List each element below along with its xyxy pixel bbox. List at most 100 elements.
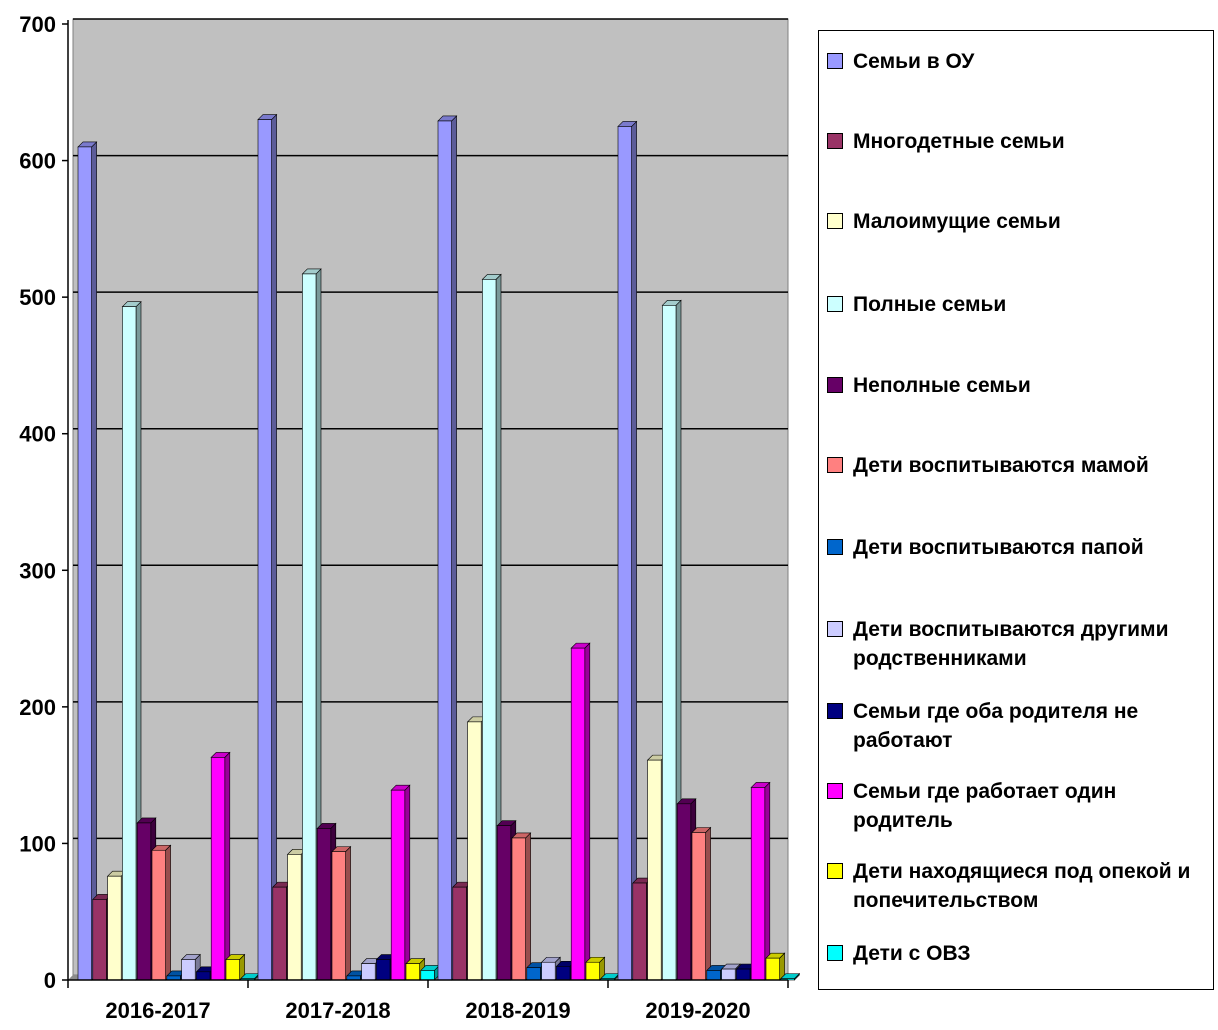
bar [496,825,512,981]
legend-swatch [827,53,843,69]
bar [287,854,302,981]
legend-item: Дети находящиеся под опекой и попечитель… [827,857,1209,915]
y-tick-label: 100 [19,831,56,856]
legend-item: Полные семьи [827,290,1209,319]
legend-swatch [827,133,843,149]
bar [662,305,677,981]
legend-item: Семьи где оба родителя не работают [827,697,1209,755]
legend-label: Дети воспитываются мамой [853,454,1149,477]
legend-label: Многодетные семьи [853,130,1065,153]
bar-side [165,844,171,981]
legend-label: Малоимущие семьи [853,210,1061,233]
bar [390,789,406,981]
bar [585,961,600,981]
bar [122,306,137,981]
y-tick-label: 200 [19,695,56,720]
x-tick-label: 2016-2017 [105,998,210,1023]
bar [196,971,211,981]
legend-item: Дети с ОВЗ [827,939,1209,968]
x-tick-label: 2017-2018 [285,998,390,1023]
bar [151,849,166,981]
y-tick-label: 300 [19,558,56,583]
legend-item: Дети воспитываются мамой [827,451,1209,480]
bar-side [705,826,711,981]
bar [210,757,226,981]
bar [316,828,332,981]
bar [376,959,391,981]
y-tick-label: 500 [19,285,56,310]
legend-label: Дети воспитываются папой [853,536,1144,559]
bar [467,721,482,981]
bar-chart: 0 100 200 300 400 500 600 700 2016-2017 2017-2018… [19,12,801,1023]
bar [302,273,317,981]
legend-item: Семьи в ОУ [827,47,1209,76]
bar [361,963,376,981]
bar [765,957,780,981]
legend-swatch [827,945,843,961]
bar [632,882,647,981]
legend-swatch [827,703,843,719]
bar [676,803,692,981]
legend-swatch [827,213,843,229]
legend-item: Многодетные семьи [827,127,1209,156]
bar [526,967,541,981]
legend-item: Дети воспитываются другими родственникам… [827,615,1209,673]
bar [750,787,766,981]
legend-swatch [827,863,843,879]
bar-side [271,113,277,981]
y-tick-label: 400 [19,422,56,447]
bar [617,126,632,981]
bar [570,647,586,981]
bar-side [764,781,771,981]
bar-side [404,784,411,981]
bar [225,959,240,981]
legend-item: Неполные семьи [827,371,1209,400]
legend-swatch [827,621,843,637]
bar [107,875,122,981]
bar [511,837,526,981]
x-tick-label: 2019-2020 [645,998,750,1023]
y-tick-label: 700 [19,12,56,37]
y-tick-label: 600 [19,149,56,174]
bar [452,886,467,981]
bar [272,886,287,981]
x-tick-label: 2018-2019 [465,998,570,1023]
bar-side [631,120,637,981]
bar [721,968,736,981]
legend-swatch [827,457,843,473]
chart-legend: Семьи в ОУ Многодетные семьи Малоимущие се… [818,30,1214,990]
bar [706,970,721,981]
legend-swatch [827,377,843,393]
bar-side [525,832,531,981]
legend-label: Семьи где работает один родитель [853,780,1117,832]
bar [420,970,435,981]
bar [257,119,272,981]
legend-swatch [827,296,843,312]
legend-item: Семьи где работает один родитель [827,777,1209,835]
bar [556,966,571,981]
bar-side [224,751,231,981]
legend-item: Дети воспитываются папой [827,533,1209,562]
bar-side [91,141,97,981]
bar [691,832,706,981]
bar-side [345,845,351,981]
bar [647,759,662,981]
legend-label: Дети с ОВЗ [853,942,971,965]
legend-item: Малоимущие семьи [827,207,1209,236]
bar [541,961,556,981]
bar [331,851,346,981]
legend-label: Полные семьи [853,293,1007,316]
legend-label: Неполные семьи [853,374,1031,397]
bar [181,959,196,981]
legend-label: Дети воспитываются другими родственникам… [853,618,1169,670]
bar [437,120,452,981]
bar [736,968,751,981]
legend-swatch [827,783,843,799]
bar-side [451,115,457,981]
bar [77,146,92,981]
legend-label: Семьи в ОУ [853,50,975,73]
legend-label: Дети находящиеся под опекой и попечитель… [853,860,1191,912]
bar-side [584,642,591,981]
legend-swatch [827,539,843,555]
bar [405,963,420,981]
